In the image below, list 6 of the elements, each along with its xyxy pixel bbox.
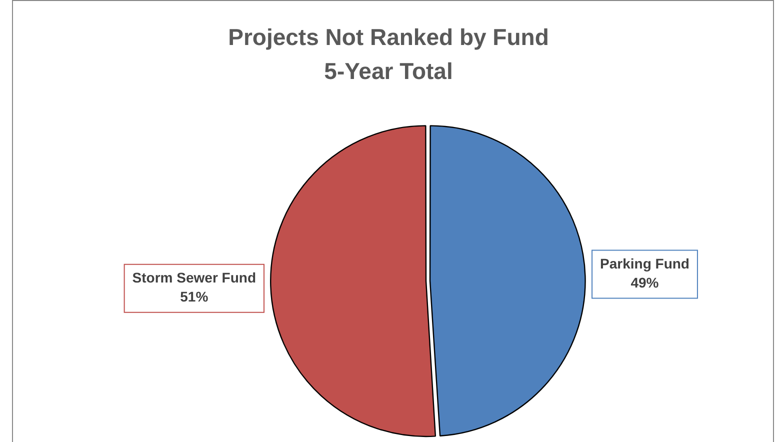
data-label: 51% bbox=[180, 288, 209, 305]
chart-title: Projects Not Ranked by Fund bbox=[227, 24, 550, 51]
data-label: 49% bbox=[630, 274, 660, 291]
slice-label: Storm Sewer Fund bbox=[132, 270, 256, 286]
slice-label: Parking Fund bbox=[600, 256, 690, 272]
chart-subtitle: 5-Year Total bbox=[323, 58, 454, 85]
